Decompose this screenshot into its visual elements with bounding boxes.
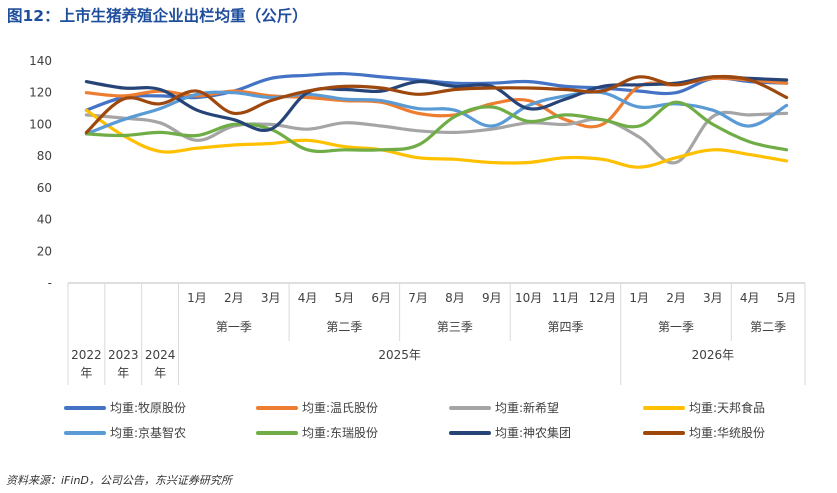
legend-label: 均重:京基智农	[110, 425, 186, 440]
x-tick-label: 2月	[224, 291, 244, 305]
source-note: 资料来源：iFinD，公司公告，东兴证券研究所	[6, 474, 232, 487]
x-group-label: 第三季	[437, 320, 473, 334]
x-tick-label: 2月	[666, 291, 686, 305]
y-tick-label: 20	[37, 244, 52, 258]
x-tick-label: 3月	[703, 291, 723, 305]
y-tick-label: 140	[29, 54, 52, 68]
x-tick-label: 11月	[552, 291, 579, 305]
x-tick-label: 7月	[408, 291, 428, 305]
y-tick-label: 100	[29, 117, 52, 131]
series-lines	[84, 72, 789, 169]
series-line-8	[84, 74, 789, 134]
x-tick-label: 6月	[371, 291, 391, 305]
legend-label: 均重:神农集团	[495, 425, 571, 440]
legend-label: 均重:牧原股份	[110, 401, 186, 415]
y-tick-label: 120	[29, 86, 52, 100]
series-line-6	[84, 100, 789, 154]
x-tick-label: 9月	[482, 291, 502, 305]
x-tick-label: 1月	[629, 291, 649, 305]
x-tick-label: 5月	[777, 291, 797, 305]
y-tick-label: 60	[37, 181, 52, 195]
x-tick-label: 10月	[515, 291, 542, 305]
legend-label: 均重:华统股份	[689, 426, 765, 440]
y-tick-label: 40	[37, 213, 52, 227]
x-tick-label: 1月	[187, 291, 207, 305]
x-tick-label: 3月	[261, 291, 281, 305]
y-tick-label: -	[48, 276, 52, 290]
x-tick-label: 8月	[445, 291, 465, 305]
x-group-label: 第一季	[216, 320, 252, 334]
x-group-label: 第二季	[326, 320, 362, 334]
chart-title: 图12：上市生猪养殖企业出栏均重（公斤）	[7, 7, 308, 25]
series-line-4	[84, 108, 789, 169]
y-tick-label: 80	[37, 149, 52, 163]
x-tick-label: 2022 年	[71, 348, 102, 380]
legend-label: 均重:东瑞股份	[302, 426, 378, 440]
series-line-3	[84, 110, 789, 165]
x-tick-label: 2024 年	[145, 348, 176, 380]
x-tick-label: 2023 年	[108, 348, 139, 380]
x-tick-label: 4月	[740, 291, 760, 305]
x-group-label: 第一季	[658, 320, 694, 334]
legend-label: 均重:天邦食品	[689, 400, 765, 415]
x-group-label: 第二季	[750, 320, 786, 334]
x-tick-label: 5月	[335, 291, 355, 305]
x-tick-label: 12月	[589, 291, 616, 305]
legend-label: 均重:温氏股份	[302, 401, 378, 415]
x-year-label: 2025年	[378, 348, 421, 362]
x-tick-label: 4月	[298, 291, 318, 305]
x-group-label: 第四季	[547, 320, 583, 334]
x-year-label: 2026年	[692, 348, 735, 362]
y-axis: - 20 40 60 80 100 120 140	[29, 54, 52, 290]
legend-label: 均重:新希望	[495, 400, 559, 415]
